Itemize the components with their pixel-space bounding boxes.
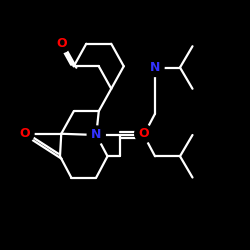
Circle shape <box>146 58 164 76</box>
Text: N: N <box>150 61 160 74</box>
Text: O: O <box>138 127 149 140</box>
Circle shape <box>16 125 34 143</box>
Circle shape <box>52 35 70 53</box>
Circle shape <box>87 126 105 144</box>
Text: O: O <box>56 37 66 50</box>
Text: O: O <box>20 127 30 140</box>
Circle shape <box>135 125 153 143</box>
Text: N: N <box>91 128 102 141</box>
